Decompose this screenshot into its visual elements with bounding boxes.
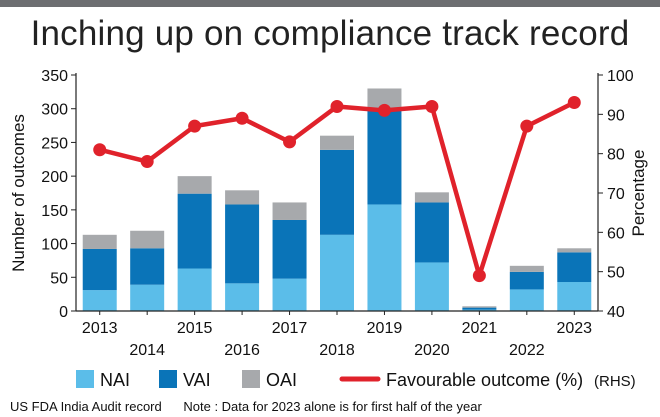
bar-vai-2018 [320,149,354,235]
favourable-point-2020 [425,99,439,113]
bar-oai-2013 [82,234,117,249]
y2-tick-label-60: 60 [607,225,625,242]
x-tick-label-2018: 2018 [319,342,355,359]
bar-oai-2018 [320,135,354,150]
note-text: Note : Data for 2023 alone is for first … [183,399,482,414]
y-tick-label-100: 100 [41,237,68,254]
favourable-point-2016 [235,111,249,125]
favourable-point-2018 [330,99,344,113]
x-tick-label-2015: 2015 [177,320,213,337]
bar-vai-2013 [82,248,117,291]
favourable-point-2023 [567,96,581,110]
bar-nai-2023 [557,282,592,311]
bar-oai-2023 [557,248,592,253]
bar-vai-2021 [462,307,497,310]
legend-label-vai: VAI [183,370,211,390]
favourable-point-2013 [93,143,107,157]
y-tick-label-50: 50 [50,270,68,287]
bar-oai-2020 [414,192,449,203]
chart-title: Inching up on compliance track record [30,14,630,53]
bar-vai-2016 [225,204,260,284]
x-tick-label-2014: 2014 [129,342,165,359]
legend-swatch-nai [76,370,94,388]
y2-tick-label-50: 50 [607,265,625,282]
y2-tick-label-100: 100 [607,68,634,85]
bar-nai-2013 [82,290,117,311]
legend-label-oai: OAI [266,370,297,390]
favourable-point-2014 [140,155,154,169]
bar-oai-2022 [509,265,544,272]
bar-vai-2020 [414,202,449,263]
legend-rhs-note: (RHS) [594,373,636,390]
bar-nai-2015 [177,268,212,311]
y2-tick-label-90: 90 [607,107,625,124]
legend-label-nai: NAI [100,370,130,390]
legend-swatch-oai [242,370,260,388]
y-tick-label-0: 0 [59,304,68,321]
bar-vai-2019 [367,108,402,205]
top-bar [0,0,660,7]
x-tick-label-2023: 2023 [556,320,592,337]
x-tick-label-2019: 2019 [367,320,403,337]
bar-oai-2019 [367,88,402,109]
x-tick-label-2016: 2016 [224,342,260,359]
bar-oai-2015 [177,176,212,194]
bar-nai-2017 [272,278,307,311]
bar-vai-2023 [557,252,592,283]
y2-tick-label-80: 80 [607,147,625,164]
legend-label-line: Favourable outcome (%) [386,370,583,390]
x-tick-label-2013: 2013 [82,320,118,337]
y-tick-label-250: 250 [41,135,68,152]
bar-vai-2022 [509,271,544,290]
bar-vai-2014 [130,248,165,285]
bar-oai-2021 [462,306,497,308]
favourable-point-2021 [472,269,486,283]
bar-vai-2017 [272,219,307,279]
bar-nai-2020 [414,262,449,311]
y2-axis-label: Percentage [629,150,648,237]
y-tick-label-150: 150 [41,203,68,220]
source-text: US FDA India Audit record [10,399,162,414]
bar-oai-2014 [130,230,165,249]
x-tick-label-2021: 2021 [462,320,498,337]
bar-nai-2016 [225,283,260,311]
bar-nai-2022 [509,289,544,311]
bar-oai-2017 [272,202,307,220]
footer: US FDA India Audit record Note : Data fo… [10,399,482,414]
x-tick-label-2017: 2017 [272,320,308,337]
bar-nai-2019 [367,204,402,311]
x-tick-label-2022: 2022 [509,342,545,359]
y2-tick-label-70: 70 [607,186,625,203]
legend-swatch-vai [159,370,177,388]
y2-tick-label-40: 40 [607,304,625,321]
bar-vai-2015 [177,193,212,269]
bar-nai-2021 [462,309,497,311]
y-tick-label-200: 200 [41,169,68,186]
y-tick-label-350: 350 [41,68,68,85]
bar-nai-2018 [320,234,354,311]
y-tick-label-300: 300 [41,102,68,119]
x-tick-label-2020: 2020 [414,342,450,359]
favourable-point-2022 [520,119,534,133]
bar-nai-2014 [130,284,165,311]
y-axis-label: Number of outcomes [9,114,28,272]
favourable-point-2019 [377,103,391,117]
bar-oai-2016 [225,190,260,205]
favourable-point-2015 [188,119,202,133]
favourable-point-2017 [283,135,297,149]
